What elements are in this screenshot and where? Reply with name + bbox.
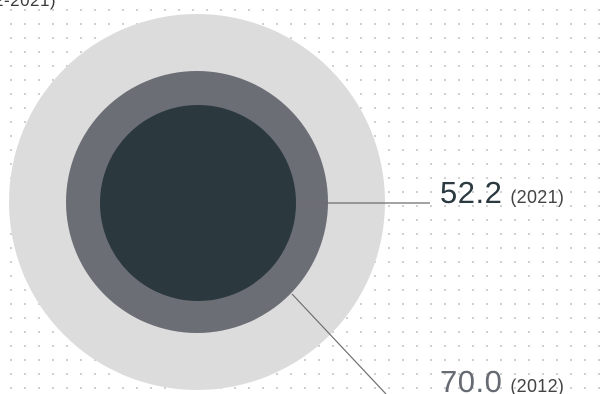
- leader-line-2012: [291, 293, 387, 394]
- value-2021: 52.2: [440, 175, 503, 210]
- label-2012: 70.0 (2012): [440, 364, 564, 394]
- year-2021: (2021): [510, 187, 565, 207]
- year-2012: (2012): [510, 376, 565, 394]
- value-2012: 70.0: [440, 364, 503, 394]
- label-2021: 52.2 (2021): [440, 175, 564, 211]
- chart-title-fragment: 2-2021): [0, 0, 57, 10]
- circle-2021: [100, 105, 296, 301]
